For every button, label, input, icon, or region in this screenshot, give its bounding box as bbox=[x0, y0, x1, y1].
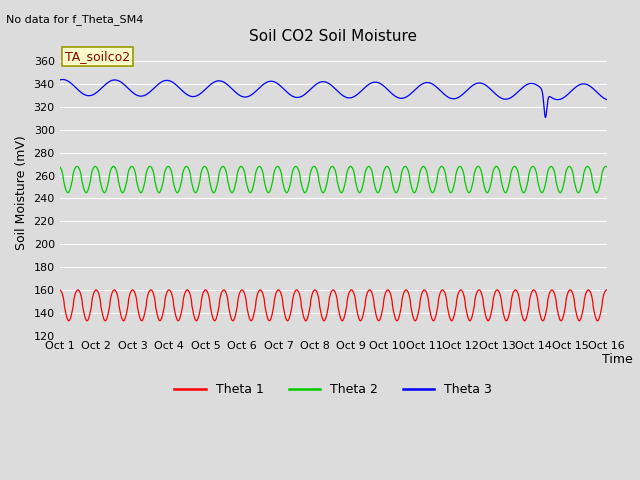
Theta 1 bbox=[56, 287, 63, 293]
Title: Soil CO2 Soil Moisture: Soil CO2 Soil Moisture bbox=[249, 29, 417, 44]
Theta 2 bbox=[506, 179, 513, 184]
Theta 3 bbox=[156, 81, 163, 86]
Theta 3 bbox=[412, 86, 419, 92]
Theta 1 bbox=[603, 287, 611, 293]
Theta 3 bbox=[541, 115, 549, 120]
Theta 3 bbox=[464, 86, 472, 92]
Theta 1 bbox=[229, 318, 237, 324]
Theta 2 bbox=[156, 190, 163, 195]
Line: Theta 1: Theta 1 bbox=[60, 290, 607, 321]
Text: No data for f_Theta_SM4: No data for f_Theta_SM4 bbox=[6, 14, 144, 25]
Theta 2 bbox=[412, 189, 419, 194]
Theta 1 bbox=[464, 314, 472, 320]
Theta 1 bbox=[412, 318, 419, 324]
Text: TA_soilco2: TA_soilco2 bbox=[65, 50, 131, 63]
Theta 3 bbox=[56, 77, 63, 83]
Theta 2 bbox=[83, 190, 90, 195]
Line: Theta 2: Theta 2 bbox=[60, 167, 607, 192]
Theta 2 bbox=[384, 164, 392, 169]
Theta 2 bbox=[255, 164, 263, 169]
Theta 2 bbox=[464, 189, 472, 195]
X-axis label: Time: Time bbox=[602, 353, 633, 366]
Theta 3 bbox=[384, 87, 392, 93]
Theta 3 bbox=[265, 79, 273, 84]
Theta 1 bbox=[384, 287, 392, 293]
Theta 2 bbox=[603, 164, 611, 169]
Theta 3 bbox=[506, 96, 513, 101]
Theta 3 bbox=[59, 77, 67, 83]
Theta 1 bbox=[155, 317, 163, 323]
Theta 2 bbox=[56, 164, 63, 169]
Y-axis label: Soil Moisture (mV): Soil Moisture (mV) bbox=[15, 135, 28, 250]
Theta 3 bbox=[603, 96, 611, 102]
Legend: Theta 1, Theta 2, Theta 3: Theta 1, Theta 2, Theta 3 bbox=[170, 378, 497, 401]
Line: Theta 3: Theta 3 bbox=[60, 80, 607, 118]
Theta 2 bbox=[265, 190, 273, 195]
Theta 1 bbox=[265, 318, 273, 324]
Theta 1 bbox=[506, 310, 513, 315]
